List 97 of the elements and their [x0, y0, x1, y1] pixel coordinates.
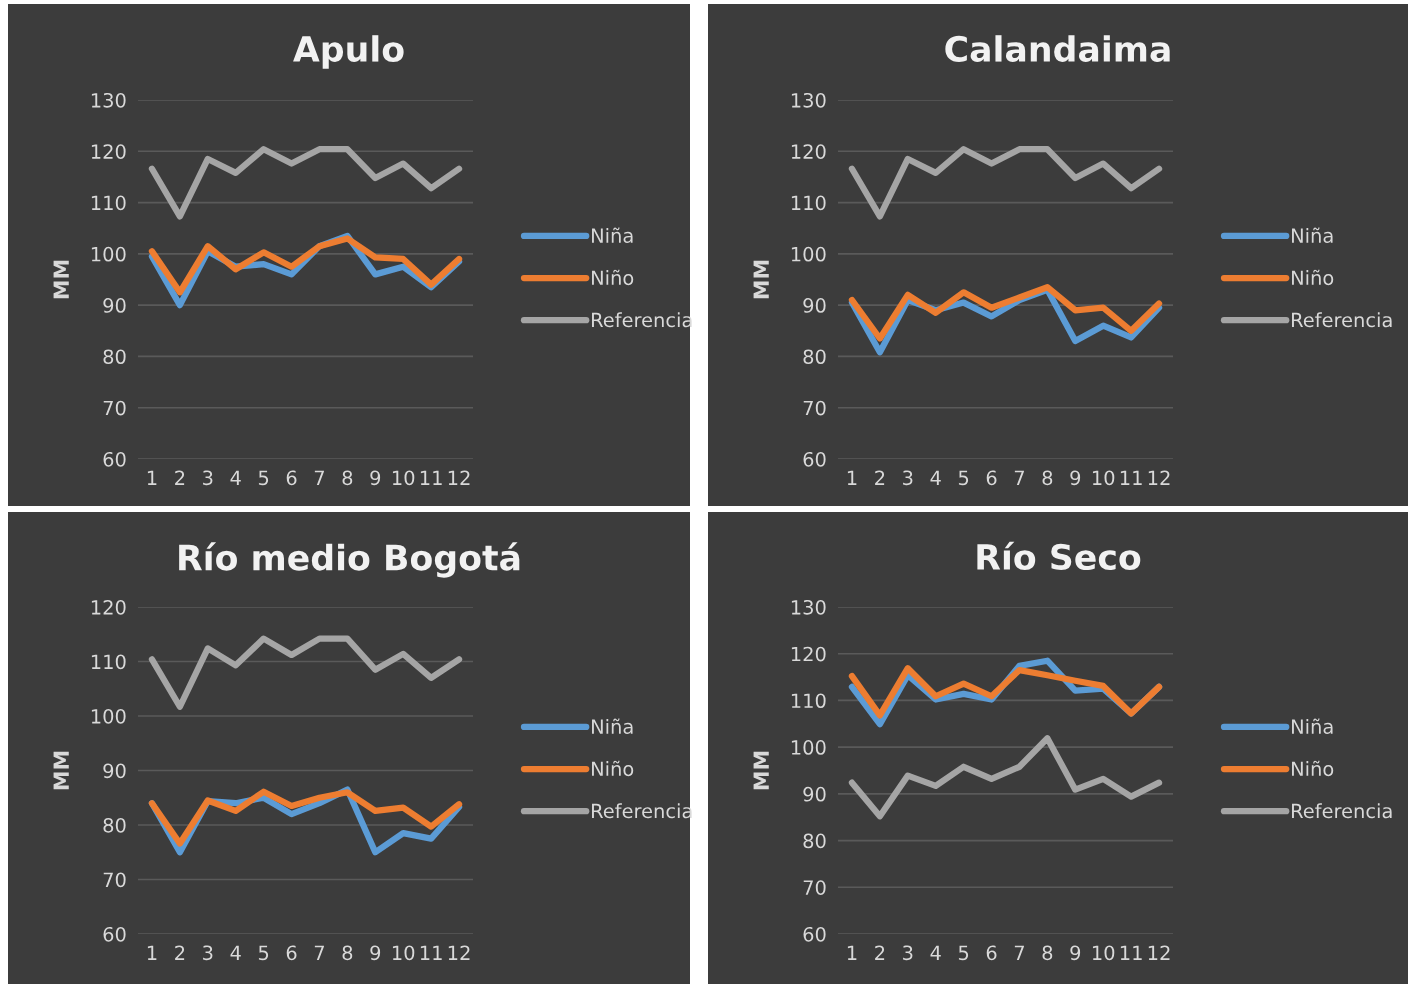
x-tick-label: 11: [420, 470, 442, 485]
legend-label: Referencia: [1292, 312, 1392, 328]
x-tick-label: 7: [1014, 945, 1024, 960]
x-tick-label: 2: [875, 470, 885, 485]
x-tick-label: 7: [314, 470, 324, 485]
y-tick-label: 60: [103, 451, 126, 467]
x-tick-label: 3: [203, 470, 213, 486]
y-tick-label: 90: [103, 763, 126, 779]
x-tick-label: 7: [1014, 470, 1024, 485]
y-tick-label: 110: [791, 195, 826, 211]
x-tick-label: 12: [1148, 470, 1170, 485]
y-tick-label: 90: [803, 298, 826, 313]
chart-title: Río medio Bogotá: [179, 542, 520, 578]
x-tick-label: 1: [147, 945, 157, 960]
y-tick-label: 80: [103, 817, 126, 833]
x-tick-label: 5: [958, 945, 969, 961]
x-tick-label: 2: [175, 945, 185, 960]
chart-title: Río Seco: [977, 541, 1141, 571]
x-tick-label: 6: [986, 945, 997, 961]
x-tick-label: 9: [370, 945, 381, 961]
x-tick-label: 9: [1070, 470, 1081, 486]
legend-label: Niño: [1292, 760, 1334, 777]
x-tick-label: 1: [847, 470, 857, 485]
x-tick-label: 12: [1148, 945, 1170, 960]
y-tick-label: 120: [791, 646, 826, 662]
y-tick-label: 80: [103, 349, 126, 365]
x-tick-label: 5: [958, 470, 969, 486]
y-tick-label: 90: [103, 298, 126, 313]
y-tick-label: 60: [803, 926, 826, 942]
x-tick-label: 9: [370, 470, 381, 486]
chart-title: Apulo: [293, 35, 404, 69]
x-tick-label: 5: [258, 945, 269, 961]
y-tick-label: 80: [803, 349, 826, 365]
y-axis-title: MM: [53, 751, 69, 790]
x-tick-label: 2: [175, 470, 185, 485]
y-axis-title: MM: [53, 260, 69, 299]
x-tick-label: 8: [1042, 470, 1053, 486]
legend-label: Niño: [1292, 269, 1334, 286]
x-tick-label: 10: [1092, 470, 1115, 486]
x-tick-label: 6: [986, 470, 997, 486]
legend-label: Niña: [1292, 227, 1333, 243]
y-tick-label: 120: [91, 599, 126, 615]
x-tick-label: 4: [930, 470, 941, 485]
y-tick-label: 70: [103, 872, 126, 888]
y-tick-label: 100: [91, 708, 126, 724]
x-tick-label: 1: [847, 945, 857, 960]
legend-label: Niño: [592, 269, 634, 286]
y-tick-label: 60: [803, 451, 826, 467]
y-tick-label: 60: [103, 926, 126, 942]
y-tick-label: 130: [791, 599, 826, 615]
legend-label: Niño: [592, 760, 634, 777]
x-tick-label: 3: [203, 945, 213, 961]
y-axis-title: MM: [753, 260, 769, 299]
y-tick-label: 110: [91, 195, 126, 211]
y-tick-label: 110: [791, 693, 826, 709]
chart-title: Calandaima: [945, 35, 1170, 63]
y-tick-label: 120: [791, 144, 826, 159]
legend-label: Niña: [592, 718, 633, 734]
x-tick-label: 9: [1070, 945, 1081, 961]
x-tick-label: 7: [314, 945, 324, 960]
x-tick-label: 5: [258, 470, 269, 486]
x-tick-label: 3: [903, 945, 913, 961]
x-tick-label: 4: [230, 470, 241, 485]
y-tick-label: 100: [91, 246, 126, 262]
y-tick-label: 120: [91, 144, 126, 159]
y-tick-label: 110: [91, 654, 126, 670]
legend-label: Niña: [1292, 718, 1333, 734]
y-axis-title: MM: [753, 751, 769, 790]
x-tick-label: 8: [342, 945, 353, 961]
x-tick-label: 8: [1042, 945, 1053, 961]
x-tick-label: 8: [342, 470, 353, 486]
x-tick-label: 12: [448, 470, 470, 485]
y-tick-label: 100: [791, 246, 826, 262]
x-tick-label: 11: [1120, 470, 1142, 485]
legend-label: Referencia: [1292, 803, 1392, 819]
x-tick-label: 4: [930, 945, 941, 960]
x-tick-label: 6: [286, 945, 297, 961]
x-tick-label: 1: [147, 470, 157, 485]
y-tick-label: 80: [803, 833, 826, 849]
y-tick-label: 90: [803, 786, 826, 802]
y-tick-label: 70: [803, 400, 826, 416]
x-tick-label: 6: [286, 470, 297, 486]
x-tick-label: 11: [420, 945, 442, 960]
x-tick-label: 4: [230, 945, 241, 960]
x-tick-label: 12: [448, 945, 470, 960]
x-tick-label: 10: [1092, 945, 1115, 961]
y-tick-label: 130: [791, 92, 826, 108]
x-tick-label: 11: [1120, 945, 1142, 960]
y-tick-label: 130: [91, 92, 126, 108]
legend-label: Niña: [592, 227, 633, 243]
y-tick-label: 70: [103, 400, 126, 416]
x-tick-label: 3: [903, 470, 913, 486]
y-tick-label: 100: [791, 740, 826, 755]
y-tick-label: 70: [803, 880, 826, 895]
x-tick-label: 10: [392, 470, 415, 486]
x-tick-label: 2: [875, 945, 885, 960]
x-tick-label: 10: [392, 945, 415, 961]
